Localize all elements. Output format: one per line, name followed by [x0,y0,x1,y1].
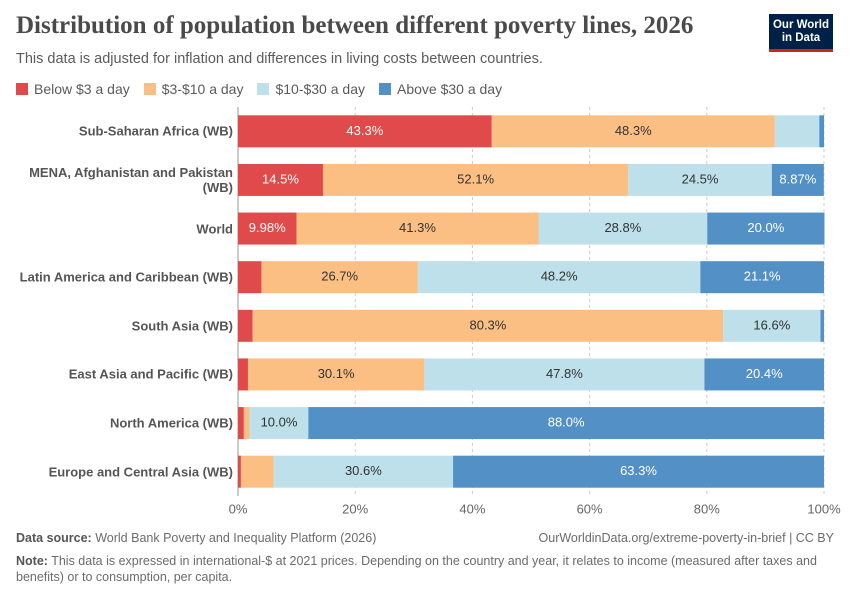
source: Data source: World Bank Poverty and Ineq… [16,531,376,545]
x-tick-label: 20% [342,501,368,516]
category-label: Sub-Saharan Africa (WB) [78,123,233,139]
bar-segment [538,212,708,245]
bar-segment [707,212,825,245]
x-tick-label: 60% [577,501,603,516]
plot: 0% 20% 40% 60% 80% 100% 43.3% 48.3% 14.5% 52.1% 24… [229,107,841,516]
bar-segment [417,261,701,294]
bar-segment [491,115,775,148]
bar-segment [322,163,629,196]
bar-segment [243,407,250,440]
bar-segment [240,455,274,488]
category-label: Europe and Central Asia (WB) [48,464,233,480]
legend-swatch [143,83,156,95]
category-label: South Asia (WB) [131,318,233,334]
value-label: 8.87% [779,171,816,186]
category-label: North America (WB) [109,415,233,431]
x-tick-label: 0% [229,501,248,516]
bar-segment [723,309,821,342]
bar-segment [247,358,425,391]
category-label: Latin America and Caribbean (WB) [19,269,233,285]
bar-segment [261,261,418,294]
value-label: 88.0% [548,415,585,430]
value-label: 52.1% [457,171,494,186]
bar-segment [238,407,244,440]
legend-label: $10-$30 a day [275,81,365,97]
legend-label: Below $3 a day [34,81,130,97]
note-text: This data is expressed in international-… [16,554,817,584]
value-label: 10.0% [261,415,298,430]
bar-segment [820,309,824,342]
value-label: 30.6% [345,463,382,478]
logo[interactable]: Our World in Data [769,14,833,52]
legend-item: Above $30 a day [379,81,502,97]
x-tick-label: 40% [459,501,485,516]
source-url[interactable]: OurWorldinData.org/extreme-poverty-in-br… [538,531,834,545]
value-label: 48.2% [541,269,578,284]
chart-title: Distribution of population between diffe… [16,12,694,39]
legend-item: Below $3 a day [16,81,130,97]
x-tick-label: 80% [694,501,720,516]
legend-label: Above $30 a day [397,81,503,97]
chart-subtitle: This data is adjusted for inflation and … [16,51,543,67]
bar-segment [453,455,824,488]
value-label: 30.1% [318,366,355,381]
note-label: Note: [16,554,48,568]
legend: Below $3 a day $3-$10 a day $10-$30 a day A… [16,81,502,97]
bar-segment [700,261,824,294]
bar-segment [238,163,323,196]
value-label: 24.5% [682,171,719,186]
bar-segment [238,309,253,342]
value-label: 20.0% [747,220,784,235]
value-label: 9.98% [249,220,286,235]
bar-segment [628,163,772,196]
value-label: 28.8% [604,220,641,235]
category-label: World [196,221,233,237]
bar-segment [238,115,492,148]
value-label: 43.3% [346,123,383,138]
logo-text: Our World [772,19,829,31]
value-label: 21.1% [744,269,781,284]
value-label: 41.3% [399,220,436,235]
legend-label: $3-$10 a day [161,81,244,97]
bar-segment [771,163,824,196]
value-label: 63.3% [620,463,657,478]
bar-segment [424,358,705,391]
bar-segment [252,309,724,342]
value-label: 47.8% [546,366,583,381]
bar-segment [249,407,309,440]
bar-segment [774,115,820,148]
legend-swatch [16,83,28,95]
legend-item: $3-$10 a day [143,81,244,97]
source-text: World Bank Poverty and Inequality Platfo… [95,531,377,545]
value-label: 26.7% [321,269,358,284]
category-label: MENA, Afghanistan and Pakistan (WB) [29,164,233,195]
source-label: Data source: [16,531,92,545]
value-label: 14.5% [262,171,299,186]
value-label: 20.4% [746,366,783,381]
logo-text: in Data [781,32,821,44]
legend-swatch [257,83,270,95]
value-label: 80.3% [469,317,506,332]
category-label: East Asia and Pacific (WB) [68,366,233,382]
bar-segment [238,455,241,488]
bar-segment [238,358,248,391]
legend-item: $10-$30 a day [257,81,365,97]
x-tick-label: 100% [807,501,841,516]
value-label: 48.3% [615,123,652,138]
bar-segment [819,115,824,148]
note: Note: This data is expressed in internat… [16,553,826,585]
bar-segment [273,455,454,488]
bar-segment [704,358,824,391]
bar-segment [238,212,297,245]
legend-swatch [379,83,391,95]
bar-segment [238,261,262,294]
bar-segment [308,407,824,440]
bar-segment [296,212,539,245]
value-label: 16.6% [753,317,790,332]
